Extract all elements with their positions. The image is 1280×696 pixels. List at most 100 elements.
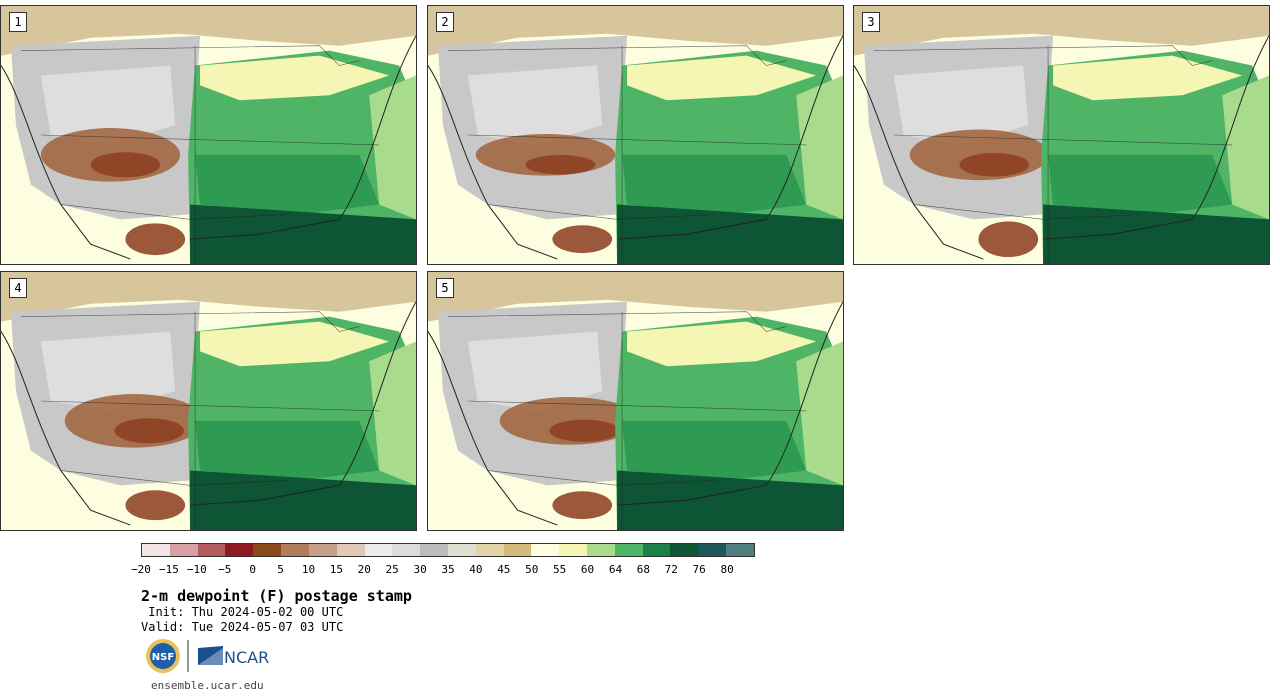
- atlantic-ocean: [1222, 75, 1269, 220]
- very-dry-core: [549, 419, 620, 442]
- panel-number-label: 4: [9, 278, 27, 298]
- northern-plains-region: [627, 55, 817, 101]
- northern-plains-region: [200, 321, 390, 367]
- colorbar-swatch: [587, 544, 615, 556]
- dewpoint-map-4: [1, 272, 416, 530]
- colorbar-swatch: [447, 544, 476, 556]
- member-panel-5[interactable]: 5: [427, 271, 844, 531]
- canada-region: [428, 272, 843, 322]
- atlantic-ocean: [369, 75, 416, 220]
- gulf-of-mexico: [1043, 204, 1269, 264]
- colorbar-swatch: [559, 544, 587, 556]
- colorbar-swatch: [698, 544, 727, 556]
- gulf-of-mexico: [190, 204, 416, 264]
- colorbar-tick-label: 10: [301, 563, 316, 576]
- colorbar-swatch: [614, 544, 643, 556]
- southeast-moist-region: [195, 154, 380, 215]
- southeast-moist-region: [622, 154, 807, 215]
- great-basin-region: [40, 65, 176, 145]
- state-border-lines: [447, 311, 807, 530]
- member-panel-3[interactable]: 3: [853, 5, 1270, 265]
- colorbar-swatch: [336, 544, 365, 556]
- gulf-of-mexico: [190, 470, 416, 530]
- colorbar-tick-label: 0: [249, 563, 256, 576]
- canada-region: [854, 6, 1269, 56]
- colorbar-swatch: [225, 544, 254, 556]
- colorbar-tick-label: 40: [469, 563, 483, 576]
- colorbar-tick-label: −10: [186, 563, 207, 576]
- website-link[interactable]: ensemble.ucar.edu: [151, 679, 264, 692]
- colorbar-tick-label: 20: [357, 563, 371, 576]
- colorbar-tick-label: −5: [218, 563, 232, 576]
- east-gulf-coastline: [190, 35, 416, 240]
- canada-region: [1, 6, 416, 56]
- nsf-logo-icon: NSF: [146, 639, 180, 673]
- dewpoint-map-5: [428, 272, 843, 530]
- state-border-lines: [873, 45, 1233, 264]
- colorbar-tick-label: 60: [580, 563, 595, 576]
- state-border-lines: [20, 45, 380, 264]
- great-basin-region: [40, 331, 176, 411]
- great-basin-region: [467, 331, 603, 411]
- product-title: 2-m dewpoint (F) postage stamp: [141, 587, 412, 605]
- colorbar-tick-label: 50: [525, 563, 539, 576]
- west-coastline: [1, 65, 131, 260]
- nsf-logo-text: NSF: [152, 652, 174, 663]
- northern-plains-region: [200, 55, 390, 101]
- colorbar-swatch: [169, 544, 198, 556]
- west-coastline: [428, 65, 558, 260]
- mexico-dry-region: [978, 221, 1039, 258]
- colorbar-swatch: [364, 544, 393, 556]
- colorbar-tick-label: 80: [720, 563, 734, 576]
- canada-region: [428, 6, 843, 56]
- colorbar-swatch: [253, 544, 282, 556]
- colorbar-swatch: [392, 544, 421, 556]
- colorbar-tick-label: 15: [329, 563, 343, 576]
- colorbar-swatch: [670, 544, 699, 556]
- very-dry-core: [525, 155, 596, 175]
- mexico-dry-region: [552, 225, 613, 254]
- atlantic-ocean: [796, 75, 843, 220]
- southeast-moist-region: [1048, 154, 1233, 215]
- east-gulf-coastline: [190, 301, 416, 506]
- northern-plains-region: [1053, 55, 1243, 101]
- east-gulf-coastline: [1043, 35, 1269, 240]
- panel-number-label: 1: [9, 12, 27, 32]
- east-gulf-coastline: [617, 35, 843, 240]
- member-panel-4[interactable]: 4: [0, 271, 417, 531]
- colorbar-swatch: [503, 544, 532, 556]
- colorbar-swatch: [281, 544, 309, 556]
- colorbar-tick-label: 30: [413, 563, 427, 576]
- west-coastline: [428, 331, 558, 526]
- panel-number-label: 3: [862, 12, 880, 32]
- gulf-of-mexico: [617, 470, 843, 530]
- colorbar-tick-label: −20: [131, 563, 151, 576]
- init-time: Init: Thu 2024-05-02 00 UTC: [141, 605, 344, 619]
- dewpoint-map-2: [428, 6, 843, 264]
- member-panel-2[interactable]: 2: [427, 5, 844, 265]
- northern-plains-region: [627, 321, 817, 367]
- state-border-lines: [20, 311, 380, 530]
- colorbar-swatch: [142, 544, 170, 556]
- colorbar-swatch: [475, 544, 504, 556]
- colorbar-tick-label: 55: [553, 563, 567, 576]
- valid-time: Valid: Tue 2024-05-07 03 UTC: [141, 620, 344, 634]
- dewpoint-map-1: [1, 6, 416, 264]
- panel-number-label: 2: [436, 12, 454, 32]
- panel-number-label: 5: [436, 278, 454, 298]
- colorbar-swatch: [308, 544, 337, 556]
- ncar-logo-text: NCAR: [224, 648, 269, 667]
- atlantic-ocean: [369, 341, 416, 486]
- colorbar-tick-label: 5: [277, 563, 284, 576]
- canada-region: [1, 272, 416, 322]
- dewpoint-map-3: [854, 6, 1269, 264]
- colorbar-tick-label: 25: [385, 563, 399, 576]
- mexico-dry-region: [125, 223, 186, 256]
- ncar-logo-icon: NCAR: [198, 646, 269, 667]
- member-panel-1[interactable]: 1: [0, 5, 417, 265]
- colorbar-tick-label: −15: [158, 563, 179, 576]
- mexico-dry-region: [125, 490, 186, 521]
- colorbar-tick-labels: −20 −15 −10 −5 0 5 10 15 20 25 30 35 40 45 50 55 60 64 68 7…: [131, 563, 755, 577]
- colorbar-tick-label: 35: [441, 563, 455, 576]
- colorbar-tick-label: 45: [497, 563, 511, 576]
